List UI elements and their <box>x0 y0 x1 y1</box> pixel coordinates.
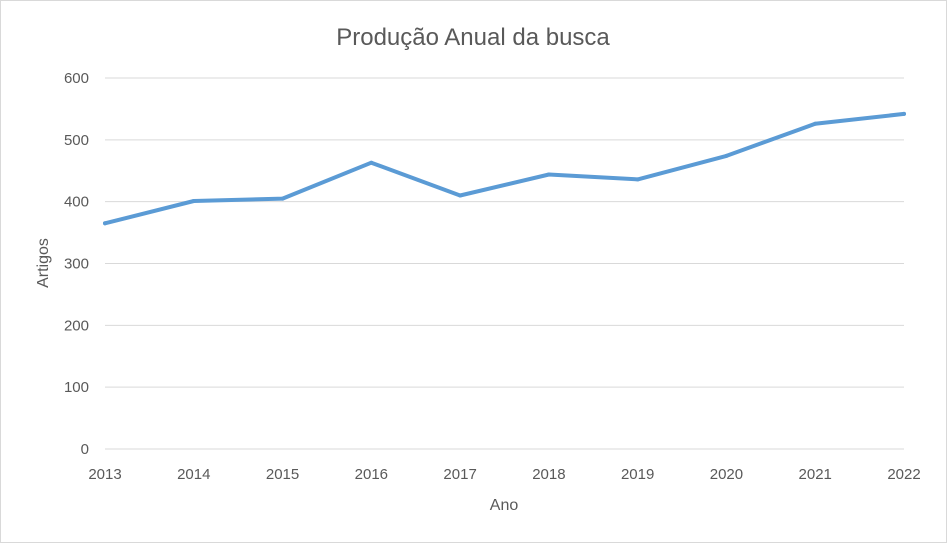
data-point-2015 <box>280 196 285 201</box>
data-point-2022 <box>902 111 906 116</box>
x-tick-label: 2015 <box>266 466 299 483</box>
chart-title: Produção Anual da busca <box>336 24 610 51</box>
x-tick-label: 2017 <box>443 466 476 483</box>
y-tick-label: 600 <box>64 70 89 87</box>
y-tick-label: 500 <box>64 132 89 149</box>
x-tick-label: 2021 <box>799 466 832 483</box>
data-point-2014 <box>191 199 196 204</box>
x-tick-label: 2018 <box>532 466 565 483</box>
y-axis-label: Artigos <box>35 238 52 288</box>
x-tick-label: 2020 <box>710 466 743 483</box>
y-tick-label: 200 <box>64 317 89 334</box>
series-layer <box>103 111 906 226</box>
data-point-2021 <box>813 121 818 126</box>
x-tick-label: 2016 <box>355 466 388 483</box>
y-tick-label: 100 <box>64 379 89 396</box>
data-point-2018 <box>546 172 551 177</box>
y-tick-label: 400 <box>64 194 89 211</box>
x-tick-label: 2022 <box>887 466 920 483</box>
data-point-2013 <box>103 221 107 226</box>
x-tick-label: 2019 <box>621 466 654 483</box>
data-point-2020 <box>724 153 729 158</box>
x-tick-label: 2014 <box>177 466 210 483</box>
y-tick-label: 0 <box>81 441 89 458</box>
data-point-2016 <box>369 160 374 165</box>
x-axis-label: Ano <box>490 497 519 514</box>
y-axis-ticks: 0 100 200 300 400 500 600 <box>64 70 89 458</box>
data-point-2019 <box>635 177 640 182</box>
x-axis-ticks: 2013 2014 2015 2016 2017 2018 2019 2020 2021 2022 <box>88 466 920 483</box>
series-line <box>103 111 906 226</box>
data-point-2017 <box>458 193 463 198</box>
y-tick-label: 300 <box>64 256 89 273</box>
x-tick-label: 2013 <box>88 466 121 483</box>
